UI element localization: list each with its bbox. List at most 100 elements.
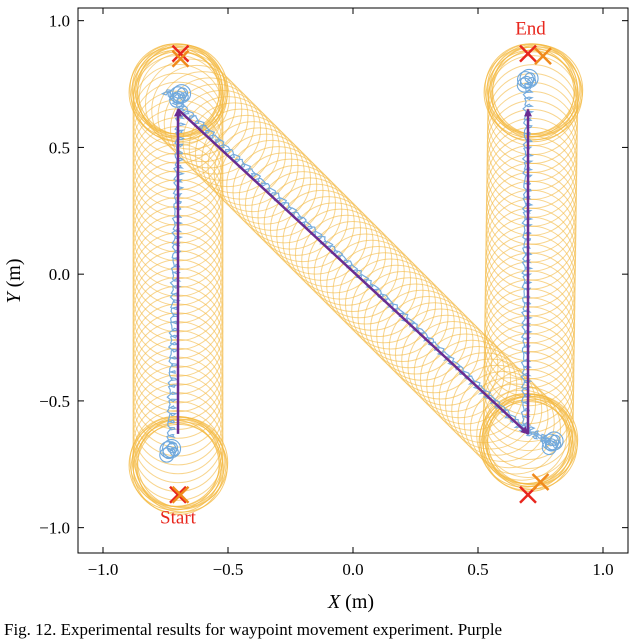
coverage-circle — [182, 96, 274, 188]
x-tick-label: −1.0 — [88, 560, 119, 579]
trajectory-loop — [519, 68, 539, 89]
trajectory-loop — [162, 439, 182, 459]
coverage-circle — [486, 90, 578, 182]
coverage-circle — [487, 46, 579, 138]
coverage-circle — [382, 296, 474, 388]
coverage-circle — [245, 158, 336, 250]
y-tick-label: −1.0 — [39, 519, 70, 538]
coverage-circle — [288, 202, 380, 294]
coverage-circle — [420, 333, 511, 425]
y-axis-label: Y (m) — [3, 258, 25, 303]
coverage-circle — [220, 133, 311, 225]
coverage-circle — [157, 71, 249, 163]
coverage-circle — [307, 221, 399, 313]
annotations: Start End — [160, 18, 546, 528]
coverage-circle — [213, 127, 305, 219]
coverage-circle — [251, 164, 343, 256]
coverage-circle — [486, 126, 578, 218]
axis-ticks: −1.0 −0.5 0.0 0.5 1.0 −1.0 −0.5 0.0 0.5 1.0 — [39, 8, 628, 579]
coverage-circle — [388, 302, 480, 394]
trajectory-loop — [544, 431, 564, 451]
coverage-circle — [320, 233, 411, 325]
coverage-circle — [345, 258, 436, 350]
y-tick-label: 1.0 — [49, 12, 70, 31]
coverage-circle — [137, 44, 229, 136]
x-marker-stroke — [171, 485, 190, 504]
coverage-circle — [413, 327, 505, 419]
figure-caption: Fig. 12. Experimental results for waypoi… — [4, 620, 503, 639]
x-axis-var: X — [327, 591, 341, 613]
x-axis-label: X (m) — [327, 591, 374, 613]
coverage-circle — [338, 252, 430, 344]
coverage-circle — [363, 277, 455, 369]
x-marker — [171, 44, 190, 63]
coverage-circle — [151, 64, 243, 156]
coverage-circle — [486, 43, 578, 135]
goal-markers — [169, 44, 552, 504]
coverage-circle — [376, 289, 468, 381]
x-marker-stroke — [534, 47, 552, 66]
coverage-circle — [195, 108, 286, 200]
coverage-circle — [226, 139, 318, 231]
coverage-circle — [257, 171, 349, 263]
x-marker-stroke — [169, 485, 187, 504]
x-marker-stroke — [171, 49, 190, 68]
coverage-circle — [163, 77, 255, 169]
annotation-start: Start — [160, 508, 197, 529]
x-tick-label: 1.0 — [592, 560, 613, 579]
coverage-circle — [357, 271, 449, 363]
coverage-circle — [487, 55, 579, 147]
coverage-circle — [270, 183, 361, 275]
coverage-circles — [128, 43, 584, 515]
trajectory-loop — [169, 86, 187, 104]
x-marker — [534, 47, 552, 66]
x-axis-unit: (m) — [345, 591, 374, 613]
coverage-circle — [295, 208, 386, 300]
x-marker — [531, 473, 550, 491]
coverage-circle — [238, 152, 330, 244]
x-marker — [171, 49, 190, 68]
y-axis-var: Y — [3, 291, 25, 304]
coverage-circle — [487, 64, 579, 156]
x-marker-stroke — [171, 44, 190, 63]
coverage-circle — [457, 370, 549, 462]
annotation-end: End — [515, 18, 546, 39]
coverage-circle — [276, 189, 368, 281]
coverage-circle — [263, 177, 355, 269]
x-marker — [171, 485, 190, 504]
trajectory-loop — [516, 71, 535, 89]
coverage-circle — [486, 99, 578, 191]
coverage-circle — [445, 358, 536, 450]
coverage-circle — [487, 394, 579, 486]
trajectory-loop — [159, 441, 177, 459]
coverage-circle — [137, 417, 229, 509]
coverage-circle — [301, 214, 393, 306]
x-tick-label: −0.5 — [213, 560, 244, 579]
path-arrow — [177, 108, 529, 435]
trajectory-loop — [541, 433, 560, 451]
coverage-circle — [232, 146, 324, 238]
coverage-circle — [463, 377, 555, 469]
coverage-circle — [370, 283, 461, 375]
coverage-circle — [332, 246, 424, 338]
waypoint-path — [174, 108, 532, 435]
coverage-circle — [138, 52, 230, 144]
coverage-circle — [492, 44, 584, 136]
x-marker — [519, 44, 537, 63]
coverage-circle — [188, 102, 280, 194]
y-tick-label: −0.5 — [39, 392, 70, 411]
y-tick-label: 0.0 — [49, 265, 70, 284]
coverage-circle — [486, 108, 578, 200]
x-marker-stroke — [519, 44, 537, 63]
coverage-circle — [401, 314, 493, 406]
x-marker-stroke — [531, 473, 550, 491]
x-tick-label: 0.0 — [342, 560, 363, 579]
coverage-circle — [351, 264, 443, 356]
coverage-circle — [426, 339, 518, 431]
y-tick-label: 0.5 — [49, 138, 70, 157]
coverage-circle — [313, 227, 405, 319]
coverage-circle — [282, 196, 374, 288]
y-axis-unit: (m) — [3, 258, 25, 287]
coverage-circle — [207, 121, 299, 213]
